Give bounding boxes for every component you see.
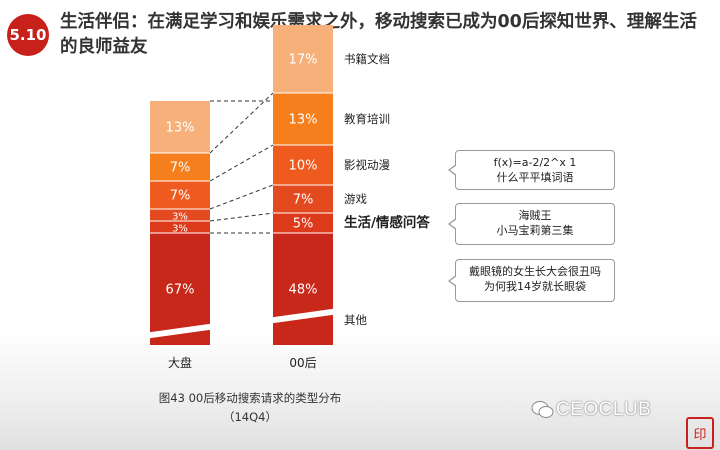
connector-line: [209, 92, 274, 154]
chart-caption: 图43 00后移动搜索请求的类型分布 （14Q4）: [135, 389, 365, 427]
data-label: 7%: [170, 161, 191, 176]
connector-lines: [209, 92, 274, 234]
bar-segment: [273, 233, 333, 345]
legend-label: 影视动漫: [344, 158, 390, 172]
wechat-icon: [531, 401, 554, 418]
bar-segment: [150, 221, 210, 233]
callout-text-line2: 什么平平填词语: [496, 171, 574, 184]
callout-anime: 海贼王 小马宝莉第三集: [448, 203, 615, 245]
axis-breaks: [144, 308, 339, 339]
bar-segment: [273, 185, 333, 213]
callout-text-line2: 为何我14岁就长眼袋: [484, 280, 586, 293]
background-wash: [0, 330, 720, 450]
data-label: 17%: [289, 53, 318, 68]
connector-line: [209, 144, 274, 182]
legend-label: 教育培训: [344, 112, 390, 126]
data-label: 10%: [289, 159, 318, 174]
callout-text-line1: 海贼王: [518, 209, 552, 222]
page-title: 生活伴侣：在满足学习和娱乐需求之外，移动搜索已成为00后探知世界、理解生活的良师…: [60, 12, 697, 57]
data-label: 7%: [170, 189, 191, 204]
bar-segment: [273, 145, 333, 185]
legend-label: 游戏: [344, 192, 367, 206]
axis-break-mark: [144, 323, 216, 339]
data-label: 5%: [293, 217, 314, 232]
seal-stamp-icon: 印: [686, 417, 714, 449]
section-badge: 5.10: [7, 14, 49, 56]
bar-segment: [273, 25, 333, 93]
data-label: 48%: [289, 283, 318, 298]
caption-line-2: （14Q4）: [222, 410, 277, 424]
data-label: 13%: [166, 121, 195, 136]
category-labels: 大盘 00后: [168, 355, 317, 370]
bar-segment: [273, 213, 333, 233]
bar-segment: [150, 181, 210, 209]
category-label: 大盘: [168, 355, 192, 370]
bar-segment: [150, 101, 210, 153]
callout-life: 戴眼镜的女生长大会很丑吗 为何我14岁就长眼袋: [448, 259, 615, 302]
legend-label: 书籍文档: [344, 52, 390, 66]
legend-label: 生活/情感问答: [344, 214, 430, 231]
data-label: 3%: [172, 224, 188, 235]
data-label: 67%: [166, 283, 195, 298]
connector-line: [209, 184, 274, 210]
caption-line-1: 图43 00后移动搜索请求的类型分布: [158, 391, 342, 405]
data-label: 3%: [172, 212, 188, 223]
callout-text-line2: 小马宝莉第三集: [496, 224, 574, 237]
bars: [150, 25, 333, 345]
callout-text-line1: 戴眼镜的女生长大会很丑吗: [469, 265, 601, 278]
bar-segment: [150, 209, 210, 221]
callout-education: f(x)=a-2/2^x 1 什么平平填词语: [448, 150, 615, 190]
connector-line: [209, 212, 274, 222]
callout-text-line1: f(x)=a-2/2^x 1: [493, 156, 577, 169]
legend-label: 其他: [344, 313, 367, 327]
axis-break-mark: [267, 308, 339, 324]
data-label: 13%: [289, 113, 318, 128]
data-label: 7%: [293, 193, 314, 208]
bar-segment: [150, 153, 210, 181]
value-labels: 67% 3%3% 7% 7% 13% 48% 5% 7% 10% 13% 17%: [166, 53, 318, 298]
watermark-text: CEOCLUB: [556, 399, 652, 420]
category-label: 00后: [289, 356, 316, 370]
bar-segment: [273, 93, 333, 145]
